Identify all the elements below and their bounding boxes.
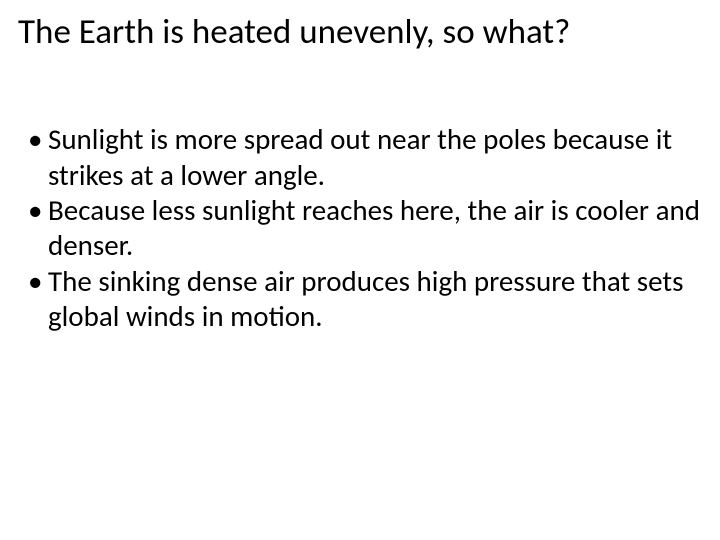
bullet-item: The sinking dense air produces high pres… — [28, 264, 700, 335]
bullet-item: Because less sunlight reaches here, the … — [28, 193, 700, 264]
slide-title: The Earth is heated unevenly, so what? — [18, 12, 702, 52]
slide: The Earth is heated unevenly, so what? S… — [0, 0, 720, 540]
bullet-list: Sunlight is more spread out near the pol… — [18, 122, 702, 334]
bullet-item: Sunlight is more spread out near the pol… — [28, 122, 700, 193]
